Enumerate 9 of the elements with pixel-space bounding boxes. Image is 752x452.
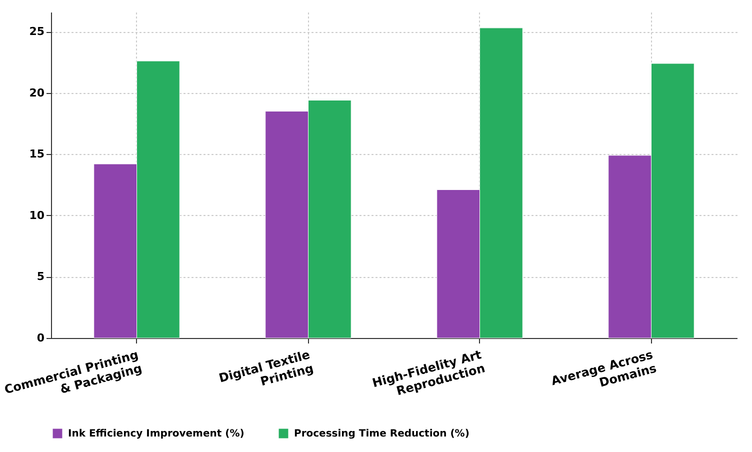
y-tick-label: 5 xyxy=(36,270,44,284)
legend-label: Processing Time Reduction (%) xyxy=(294,428,470,440)
y-tick-label: 15 xyxy=(29,148,44,161)
y-tick-label: 10 xyxy=(29,208,45,222)
x-tick-label: Digital Textile Printing xyxy=(217,348,315,389)
y-tick-label: 25 xyxy=(29,25,44,38)
legend-label: Ink Efficiency Improvement (%) xyxy=(68,428,244,440)
y-tick-label: 0 xyxy=(36,332,45,344)
y-tick-label: 20 xyxy=(29,86,45,100)
